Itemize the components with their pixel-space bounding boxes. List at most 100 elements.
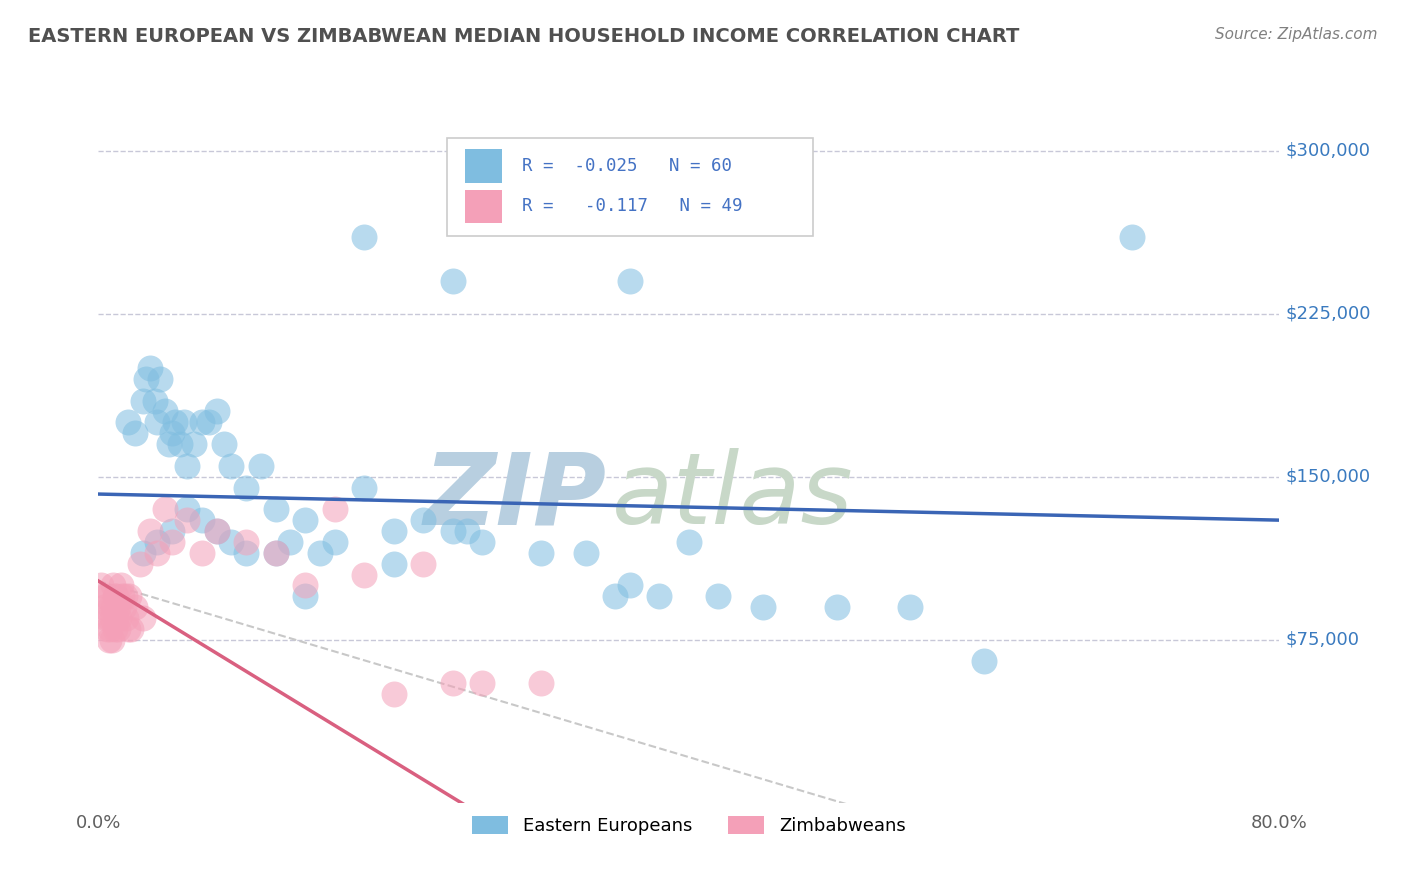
Point xyxy=(294,589,316,603)
Point xyxy=(264,502,287,516)
Point xyxy=(605,589,627,603)
Point xyxy=(124,426,146,441)
Point xyxy=(205,404,228,418)
Text: atlas: atlas xyxy=(612,448,853,545)
Text: R =   -0.117   N = 49: R = -0.117 N = 49 xyxy=(523,197,742,215)
Point xyxy=(173,415,195,429)
Point xyxy=(221,534,243,549)
Point xyxy=(441,274,464,288)
Point xyxy=(264,546,287,560)
Point xyxy=(128,557,150,571)
Point xyxy=(114,589,136,603)
Point xyxy=(530,546,553,560)
Point xyxy=(221,458,243,473)
Point xyxy=(250,458,273,473)
Point xyxy=(96,622,118,636)
Point xyxy=(157,437,180,451)
Text: EASTERN EUROPEAN VS ZIMBABWEAN MEDIAN HOUSEHOLD INCOME CORRELATION CHART: EASTERN EUROPEAN VS ZIMBABWEAN MEDIAN HO… xyxy=(28,27,1019,45)
Point xyxy=(457,524,479,538)
Point xyxy=(112,600,135,615)
Point xyxy=(575,546,598,560)
Point xyxy=(124,600,146,615)
Point xyxy=(280,534,302,549)
Point xyxy=(169,437,191,451)
Point xyxy=(191,513,214,527)
Text: $75,000: $75,000 xyxy=(1285,631,1360,648)
Point xyxy=(135,372,157,386)
FancyBboxPatch shape xyxy=(464,190,502,223)
Point xyxy=(205,524,228,538)
Text: ZIP: ZIP xyxy=(423,448,606,545)
Point xyxy=(309,546,332,560)
Point xyxy=(100,611,122,625)
Point xyxy=(105,589,128,603)
Point xyxy=(118,589,141,603)
Point xyxy=(117,415,139,429)
Point xyxy=(176,458,198,473)
Point xyxy=(153,502,176,516)
Point xyxy=(97,632,120,647)
Text: $300,000: $300,000 xyxy=(1285,142,1371,160)
Point xyxy=(825,600,848,615)
Text: $225,000: $225,000 xyxy=(1285,304,1371,323)
Point xyxy=(132,393,155,408)
Point xyxy=(111,589,134,603)
Point xyxy=(235,534,257,549)
Point xyxy=(91,589,114,603)
Point xyxy=(146,546,169,560)
Point xyxy=(382,524,405,538)
Point xyxy=(165,415,187,429)
Point xyxy=(149,372,172,386)
Point xyxy=(108,611,131,625)
Text: R =  -0.025   N = 60: R = -0.025 N = 60 xyxy=(523,157,733,175)
Point xyxy=(441,524,464,538)
Point xyxy=(648,589,671,603)
Point xyxy=(707,589,730,603)
Point xyxy=(120,622,142,636)
Point xyxy=(98,622,121,636)
Point xyxy=(93,600,115,615)
Point xyxy=(132,611,155,625)
Point xyxy=(530,676,553,690)
Point xyxy=(191,415,214,429)
Point xyxy=(382,557,405,571)
Text: Source: ZipAtlas.com: Source: ZipAtlas.com xyxy=(1215,27,1378,42)
Point xyxy=(132,546,155,560)
Point xyxy=(110,578,132,592)
Point xyxy=(205,524,228,538)
Point xyxy=(382,687,405,701)
Point xyxy=(97,611,120,625)
Point xyxy=(153,404,176,418)
Point xyxy=(471,534,494,549)
Legend: Eastern Europeans, Zimbabweans: Eastern Europeans, Zimbabweans xyxy=(465,809,912,842)
FancyBboxPatch shape xyxy=(447,138,813,235)
Point xyxy=(353,230,375,244)
Point xyxy=(412,557,434,571)
Point xyxy=(294,578,316,592)
Point xyxy=(412,513,434,527)
Point xyxy=(146,415,169,429)
Point xyxy=(94,589,117,603)
Point xyxy=(973,655,995,669)
FancyBboxPatch shape xyxy=(464,149,502,183)
Point xyxy=(143,393,166,408)
Point xyxy=(105,611,128,625)
Point xyxy=(107,600,129,615)
Point xyxy=(323,502,346,516)
Point xyxy=(198,415,221,429)
Point xyxy=(471,676,494,690)
Point xyxy=(94,611,117,625)
Point xyxy=(100,632,122,647)
Point xyxy=(678,534,700,549)
Point xyxy=(353,567,375,582)
Point xyxy=(900,600,922,615)
Point xyxy=(176,513,198,527)
Point xyxy=(619,274,641,288)
Point xyxy=(117,622,139,636)
Point xyxy=(104,622,127,636)
Point xyxy=(323,534,346,549)
Point xyxy=(441,676,464,690)
Point xyxy=(1121,230,1143,244)
Point xyxy=(104,589,127,603)
Point xyxy=(146,534,169,549)
